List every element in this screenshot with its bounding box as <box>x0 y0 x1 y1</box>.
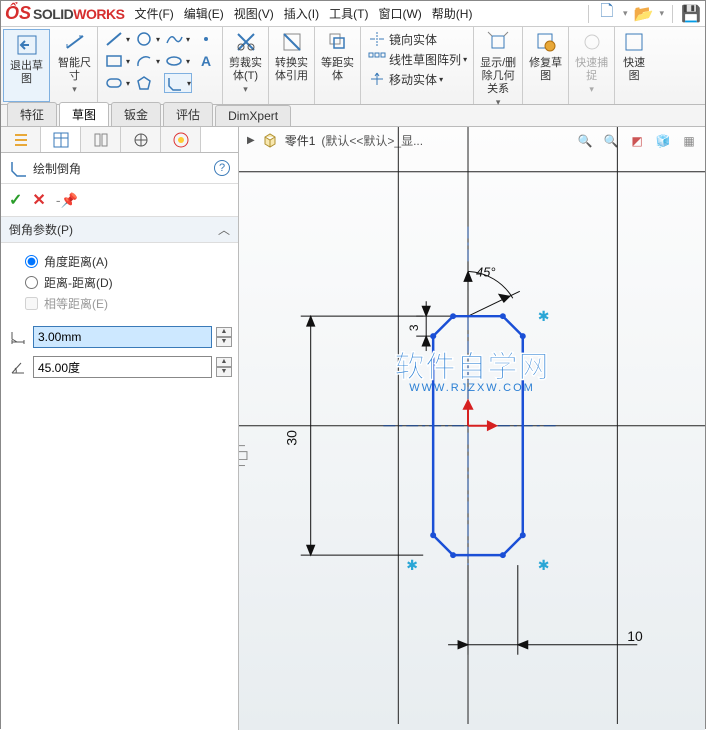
chk-equal-distance[interactable]: 相等距离(E) <box>25 295 228 312</box>
tab-feature[interactable]: 特征 <box>7 102 57 126</box>
menu-bar: 文件(F) 编辑(E) 视图(V) 插入(I) 工具(T) 窗口(W) 帮助(H… <box>134 5 472 22</box>
graphics-viewport[interactable]: ▶ 零件1 (默认<<默认>_显... 🔍 🔍 ◩ 🧊 ▦ <box>239 127 705 730</box>
app-logo: ỔS SOLIDWORKS <box>5 3 124 24</box>
svg-text:✱: ✱ <box>406 557 418 573</box>
property-manager: 绘制倒角 ? ✓ ✕ -📌 倒角参数(P) ︿ 角度距离(A) 距离-距离(D)… <box>1 127 239 730</box>
menu-help[interactable]: 帮助(H) <box>432 5 473 22</box>
ok-button[interactable]: ✓ <box>9 190 22 210</box>
fm-tab-appearance[interactable] <box>161 127 201 152</box>
circle-icon[interactable] <box>134 30 154 48</box>
svg-text:✱: ✱ <box>538 557 550 573</box>
help-icon[interactable]: ? <box>214 160 230 176</box>
titlebar-quick-access: 🗋▾ 📂▾ 💾 <box>586 4 701 24</box>
quick-snap-button: 快速捕 捉 ▾ <box>575 29 608 96</box>
menu-view[interactable]: 视图(V) <box>234 5 274 22</box>
feature-manager-tabs <box>1 127 238 153</box>
svg-text:✱: ✱ <box>538 308 550 324</box>
dim-height: 30 <box>284 430 300 446</box>
logo-works: WORKS <box>73 6 124 22</box>
tab-evaluate[interactable]: 评估 <box>163 102 213 126</box>
show-del-rel-button[interactable]: 显示/删 除几何 关系 ▾ <box>480 29 516 109</box>
slot-icon[interactable] <box>104 74 124 92</box>
spline-icon[interactable] <box>164 30 184 48</box>
rect-icon[interactable] <box>104 52 124 70</box>
offset-button[interactable]: 等距实 体 <box>321 29 354 83</box>
linear-pattern-button[interactable]: 线性草图阵列▾ <box>367 49 467 69</box>
ribbon: 退出草 图 智能尺 寸 ▾ ▾ ▾ ▾ ▾ ▾ ▾ ▾ ▾ <box>1 27 705 105</box>
title-bar: ỔS SOLIDWORKS 文件(F) 编辑(E) 视图(V) 插入(I) 工具… <box>1 1 705 27</box>
menu-edit[interactable]: 编辑(E) <box>184 5 224 22</box>
ellipse-icon[interactable] <box>164 52 184 70</box>
open-doc-icon[interactable]: 📂 <box>633 4 653 24</box>
tab-dimxpert[interactable]: DimXpert <box>215 105 291 126</box>
fm-tab-config[interactable] <box>81 127 121 152</box>
pushpin-icon[interactable]: -📌 <box>56 192 78 209</box>
repair-sketch-button[interactable]: 修复草 图 <box>529 29 562 83</box>
smart-dim-button[interactable]: 智能尺 寸 ▾ <box>58 29 91 96</box>
distance-spinner[interactable]: ▲▼ <box>216 327 232 347</box>
angle-input[interactable] <box>33 356 212 378</box>
opt-angle-distance[interactable]: 角度距离(A) <box>25 253 228 270</box>
tab-sketch[interactable]: 草图 <box>59 102 109 126</box>
menu-file[interactable]: 文件(F) <box>134 5 173 22</box>
chevron-up-icon: ︿ <box>218 221 230 238</box>
fm-tab-dim[interactable] <box>121 127 161 152</box>
angle-spinner[interactable]: ▲▼ <box>216 357 232 377</box>
pm-confirm-row: ✓ ✕ -📌 <box>1 184 238 216</box>
distance-field-row: ▲▼ <box>1 322 238 352</box>
dim-chamfer: 3 <box>407 324 421 331</box>
mirror-button[interactable]: 镜向实体 <box>367 29 437 49</box>
chamfer-icon[interactable] <box>165 74 185 92</box>
dim-angle: 45° <box>476 264 496 279</box>
convert-button[interactable]: 转换实 体引用 <box>275 29 308 83</box>
angle-icon <box>7 359 29 375</box>
move-button[interactable]: 移动实体▾ <box>367 69 443 89</box>
section-chamfer-params[interactable]: 倒角参数(P) ︿ <box>1 216 238 243</box>
save-icon[interactable]: 💾 <box>681 4 701 24</box>
arc-icon[interactable] <box>134 52 154 70</box>
distance-input[interactable] <box>33 326 212 348</box>
chamfer-header-icon <box>9 159 27 177</box>
trim-button[interactable]: 剪裁实 体(T) ▾ <box>229 29 262 96</box>
rapid-sketch-button[interactable]: 快速 图 <box>621 29 647 83</box>
pm-header: 绘制倒角 ? <box>1 153 238 184</box>
fm-tab-tree[interactable] <box>1 127 41 152</box>
new-doc-icon[interactable]: 🗋 <box>597 4 617 24</box>
text-icon[interactable]: A <box>196 52 216 70</box>
dim-width: 10 <box>627 628 643 644</box>
polygon-icon[interactable] <box>134 74 154 92</box>
cancel-button[interactable]: ✕ <box>32 190 45 210</box>
command-tabs: 特征 草图 钣金 评估 DimXpert <box>1 105 705 127</box>
sketch-canvas: 30 10 45° <box>239 127 705 724</box>
chamfer-options: 角度距离(A) 距离-距离(D) 相等距离(E) <box>1 243 238 322</box>
menu-window[interactable]: 窗口(W) <box>378 5 421 22</box>
point-icon[interactable] <box>196 30 216 48</box>
pm-title: 绘制倒角 <box>33 160 81 177</box>
menu-tools[interactable]: 工具(T) <box>329 5 368 22</box>
logo-ds-icon: ỔS <box>5 3 31 24</box>
line-icon[interactable] <box>104 30 124 48</box>
logo-solid: SOLID <box>33 6 73 22</box>
distance-icon <box>7 329 29 345</box>
opt-distance-distance[interactable]: 距离-距离(D) <box>25 274 228 291</box>
exit-sketch-button[interactable]: 退出草 图 <box>10 32 43 86</box>
menu-insert[interactable]: 插入(I) <box>284 5 319 22</box>
fm-tab-property[interactable] <box>41 127 81 152</box>
angle-field-row: ▲▼ <box>1 352 238 382</box>
tab-sheetmetal[interactable]: 钣金 <box>111 102 161 126</box>
